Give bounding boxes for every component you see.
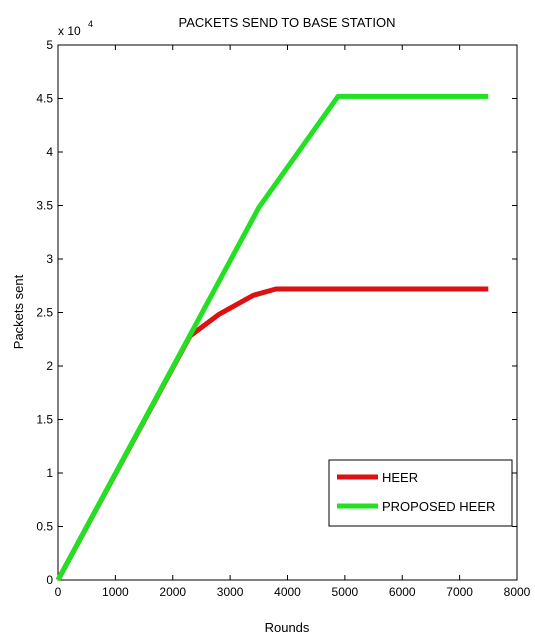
x-tick-label: 8000 bbox=[504, 585, 531, 599]
x-axis-label: Rounds bbox=[265, 620, 310, 635]
y-tick-label: 3.5 bbox=[36, 199, 53, 213]
x-tick-label: 0 bbox=[55, 585, 62, 599]
x-tick-label: 7000 bbox=[446, 585, 473, 599]
y-tick-label: 2.5 bbox=[36, 306, 53, 320]
legend-label-proposed-heer: PROPOSED HEER bbox=[382, 499, 495, 514]
y-tick-label: 0.5 bbox=[36, 520, 53, 534]
y-tick-label: 1.5 bbox=[36, 413, 53, 427]
x-tick-label: 1000 bbox=[102, 585, 129, 599]
y-axis-label: Packets sent bbox=[11, 274, 26, 349]
y-tick-label: 4.5 bbox=[36, 92, 53, 106]
y-tick-label: 5 bbox=[46, 38, 53, 52]
x-tick-label: 2000 bbox=[159, 585, 186, 599]
y-tick-label: 4 bbox=[46, 145, 53, 159]
x-tick-label: 4000 bbox=[274, 585, 301, 599]
legend-label-heer: HEER bbox=[382, 470, 418, 485]
x-tick-label: 6000 bbox=[389, 585, 416, 599]
y-tick-label: 3 bbox=[46, 252, 53, 266]
legend-box bbox=[328, 459, 513, 527]
series-line-proposed-heer bbox=[55, 93, 489, 582]
y-multiplier-exponent: 4 bbox=[88, 19, 93, 29]
x-tick-label: 5000 bbox=[332, 585, 359, 599]
y-multiplier-base: x 10 bbox=[58, 24, 81, 38]
x-tick-label: 3000 bbox=[217, 585, 244, 599]
plot-area: 0 1000 2000 3000 4000 5000 6000 7000 8000 0 0.5 1 1.… bbox=[36, 38, 530, 599]
y-tick-label: 2 bbox=[46, 359, 53, 373]
chart-title: PACKETS SEND TO BASE STATION bbox=[179, 15, 396, 30]
y-tick-label: 1 bbox=[46, 466, 53, 480]
legend: HEER PROPOSED HEER bbox=[328, 459, 513, 527]
y-tick-label: 0 bbox=[46, 573, 53, 587]
